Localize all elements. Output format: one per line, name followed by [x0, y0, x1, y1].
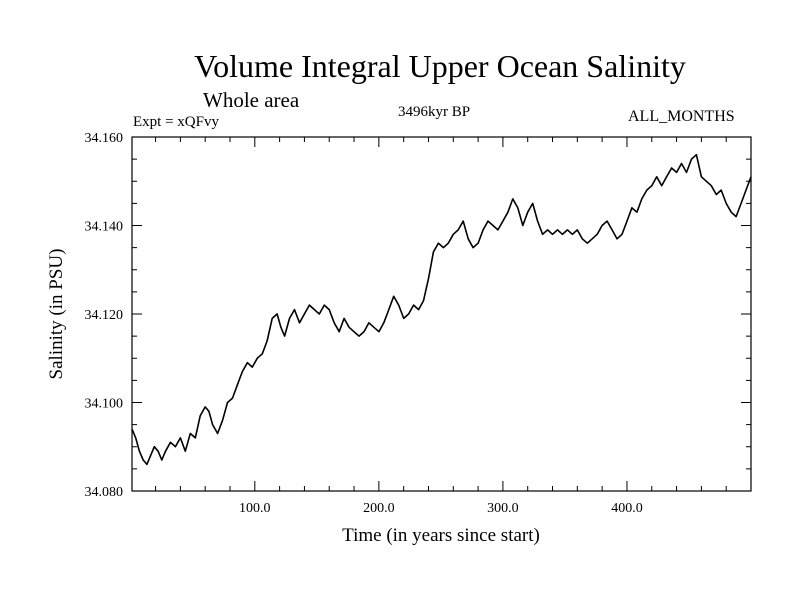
chart-subtitle: Whole area	[203, 88, 300, 112]
x-tick-label: 300.0	[487, 501, 519, 516]
y-tick-label: 34.160	[85, 131, 124, 146]
months-label: ALL_MONTHS	[628, 108, 735, 125]
y-tick-label: 34.120	[85, 308, 124, 323]
x-tick-label: 200.0	[363, 501, 395, 516]
y-tick-label: 34.140	[85, 220, 124, 235]
y-tick-label: 34.080	[85, 485, 124, 500]
y-axis-label: Salinity (in PSU)	[46, 249, 67, 380]
x-axis-label: Time (in years since start)	[342, 525, 540, 546]
y-tick-label: 34.100	[85, 397, 124, 412]
experiment-label: Expt = xQFvy	[133, 114, 219, 130]
salinity-series-line	[131, 153, 752, 466]
x-tick-label: 100.0	[239, 501, 271, 516]
plot-frame	[131, 136, 752, 492]
period-label: 3496kyr BP	[398, 104, 471, 120]
x-tick-label: 400.0	[611, 501, 643, 516]
chart-title: Volume Integral Upper Ocean Salinity	[194, 48, 686, 84]
